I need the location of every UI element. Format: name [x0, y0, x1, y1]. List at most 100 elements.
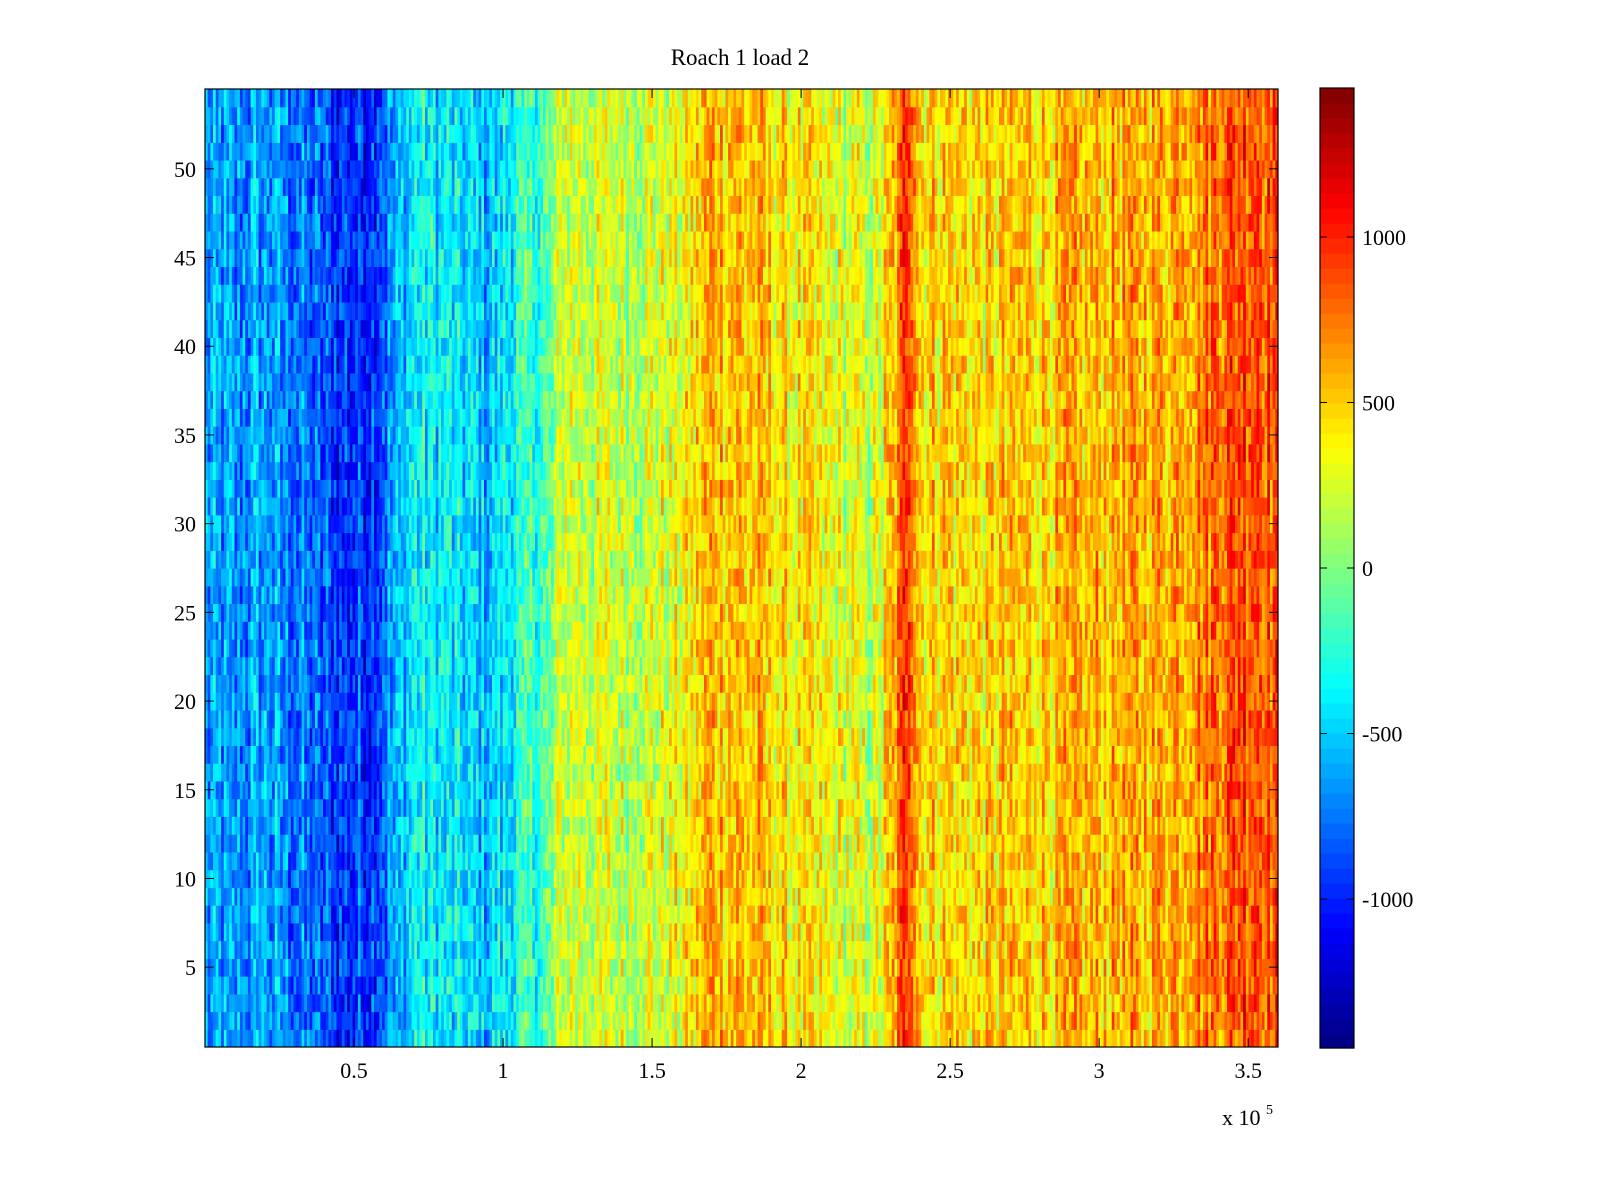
- heatmap-cell: [1017, 958, 1022, 977]
- heatmap-cell: [781, 869, 786, 888]
- heatmap-cell: [607, 940, 611, 959]
- heatmap-cell: [1066, 1029, 1070, 1047]
- heatmap-cell: [835, 1011, 839, 1030]
- heatmap-cell: [730, 922, 735, 942]
- heatmap-cell: [371, 851, 375, 871]
- heatmap-cell: [325, 1011, 329, 1030]
- heatmap-cell: [532, 887, 536, 906]
- heatmap-cell: [682, 922, 686, 942]
- heatmap-cell: [1261, 940, 1266, 959]
- heatmap-cell: [213, 958, 217, 977]
- heatmap-cell: [840, 1011, 845, 1030]
- heatmap-cell: [636, 1011, 641, 1030]
- heatmap-cell: [784, 905, 788, 924]
- heatmap-cell: [771, 1011, 775, 1030]
- heatmap-cell: [250, 940, 254, 959]
- heatmap-cell: [1055, 940, 1059, 959]
- heatmap-cell: [1049, 887, 1054, 906]
- heatmap-cell: [274, 922, 279, 942]
- heatmap-cell: [457, 869, 461, 888]
- heatmap-cell: [205, 905, 209, 924]
- heatmap-cell: [1114, 905, 1118, 924]
- heatmap-cell: [210, 976, 214, 995]
- heatmap-cell: [505, 869, 509, 888]
- heatmap-cell: [387, 993, 391, 1013]
- heatmap-cell: [593, 869, 598, 888]
- heatmap-cell: [907, 976, 912, 995]
- heatmap-cell: [328, 869, 332, 888]
- heatmap-cell: [521, 887, 525, 906]
- heatmap-cell: [1210, 940, 1215, 959]
- heatmap-cell: [510, 976, 515, 995]
- heatmap-cell: [1009, 958, 1014, 977]
- heatmap-cell: [894, 1029, 898, 1047]
- heatmap-cell: [674, 922, 678, 942]
- heatmap-cell: [752, 887, 756, 906]
- heatmap-cell: [376, 1029, 380, 1047]
- heatmap-cell: [371, 887, 375, 906]
- heatmap-cell: [784, 1029, 788, 1047]
- heatmap-cell: [1159, 869, 1164, 888]
- heatmap-cell: [610, 869, 614, 888]
- heatmap-cell: [384, 869, 389, 888]
- heatmap-cell: [977, 1029, 981, 1047]
- heatmap-cell: [883, 1011, 887, 1030]
- heatmap-cell: [711, 1029, 716, 1047]
- heatmap-cell: [258, 922, 262, 942]
- heatmap-cell: [317, 887, 321, 906]
- heatmap-cell: [894, 887, 898, 906]
- heatmap-cell: [341, 976, 346, 995]
- heatmap-cell: [669, 869, 673, 888]
- heatmap-cell: [1141, 993, 1145, 1013]
- heatmap-cell: [551, 976, 555, 995]
- heatmap-cell: [999, 1029, 1003, 1047]
- heatmap-cell: [661, 887, 665, 906]
- heatmap-cell: [618, 940, 622, 959]
- heatmap-cell: [1259, 993, 1263, 1013]
- heatmap-cell: [698, 1029, 702, 1047]
- heatmap-cell: [317, 851, 321, 871]
- heatmap-cell: [304, 905, 308, 924]
- heatmap-cell: [551, 887, 555, 906]
- heatmap-cell: [1218, 887, 1223, 906]
- heatmap-cell: [459, 887, 464, 906]
- heatmap-cell: [572, 958, 576, 977]
- heatmap-cell: [1039, 922, 1043, 942]
- heatmap-cell: [757, 976, 761, 995]
- heatmap-cell: [374, 887, 378, 906]
- heatmap-cell: [797, 940, 802, 959]
- heatmap-cell: [1033, 922, 1038, 942]
- heatmap-cell: [532, 851, 536, 871]
- heatmap-cell: [1189, 976, 1193, 995]
- heatmap-cell: [513, 887, 517, 906]
- heatmap-cell: [733, 958, 737, 977]
- heatmap-cell: [221, 958, 225, 977]
- heatmap-cell: [221, 869, 225, 888]
- heatmap-cell: [615, 851, 619, 871]
- heatmap-cell: [250, 1011, 254, 1030]
- heatmap-cell: [620, 1029, 625, 1047]
- heatmap-cell: [784, 887, 788, 906]
- heatmap-cell: [1264, 887, 1268, 906]
- heatmap-cell: [599, 1029, 603, 1047]
- heatmap-cell: [728, 1029, 732, 1047]
- heatmap-cell: [907, 1029, 912, 1047]
- heatmap-cell: [591, 922, 595, 942]
- heatmap-cell: [1119, 905, 1124, 924]
- heatmap-cell: [663, 851, 667, 871]
- heatmap-cell: [1253, 993, 1258, 1013]
- heatmap-cell: [253, 1029, 257, 1047]
- heatmap-cell: [950, 922, 955, 942]
- heatmap-cell: [454, 851, 458, 871]
- heatmap-cell: [781, 976, 786, 995]
- heatmap-cell: [599, 976, 603, 995]
- heatmap-cell: [218, 869, 222, 888]
- heatmap-cell: [449, 922, 453, 942]
- heatmap-cell: [384, 922, 389, 942]
- heatmap-cell: [312, 869, 316, 888]
- heatmap-cell: [328, 940, 332, 959]
- heatmap-cell: [556, 1029, 560, 1047]
- heatmap-cell: [339, 976, 343, 995]
- heatmap-cell: [948, 922, 952, 942]
- heatmap-cell: [612, 1011, 617, 1030]
